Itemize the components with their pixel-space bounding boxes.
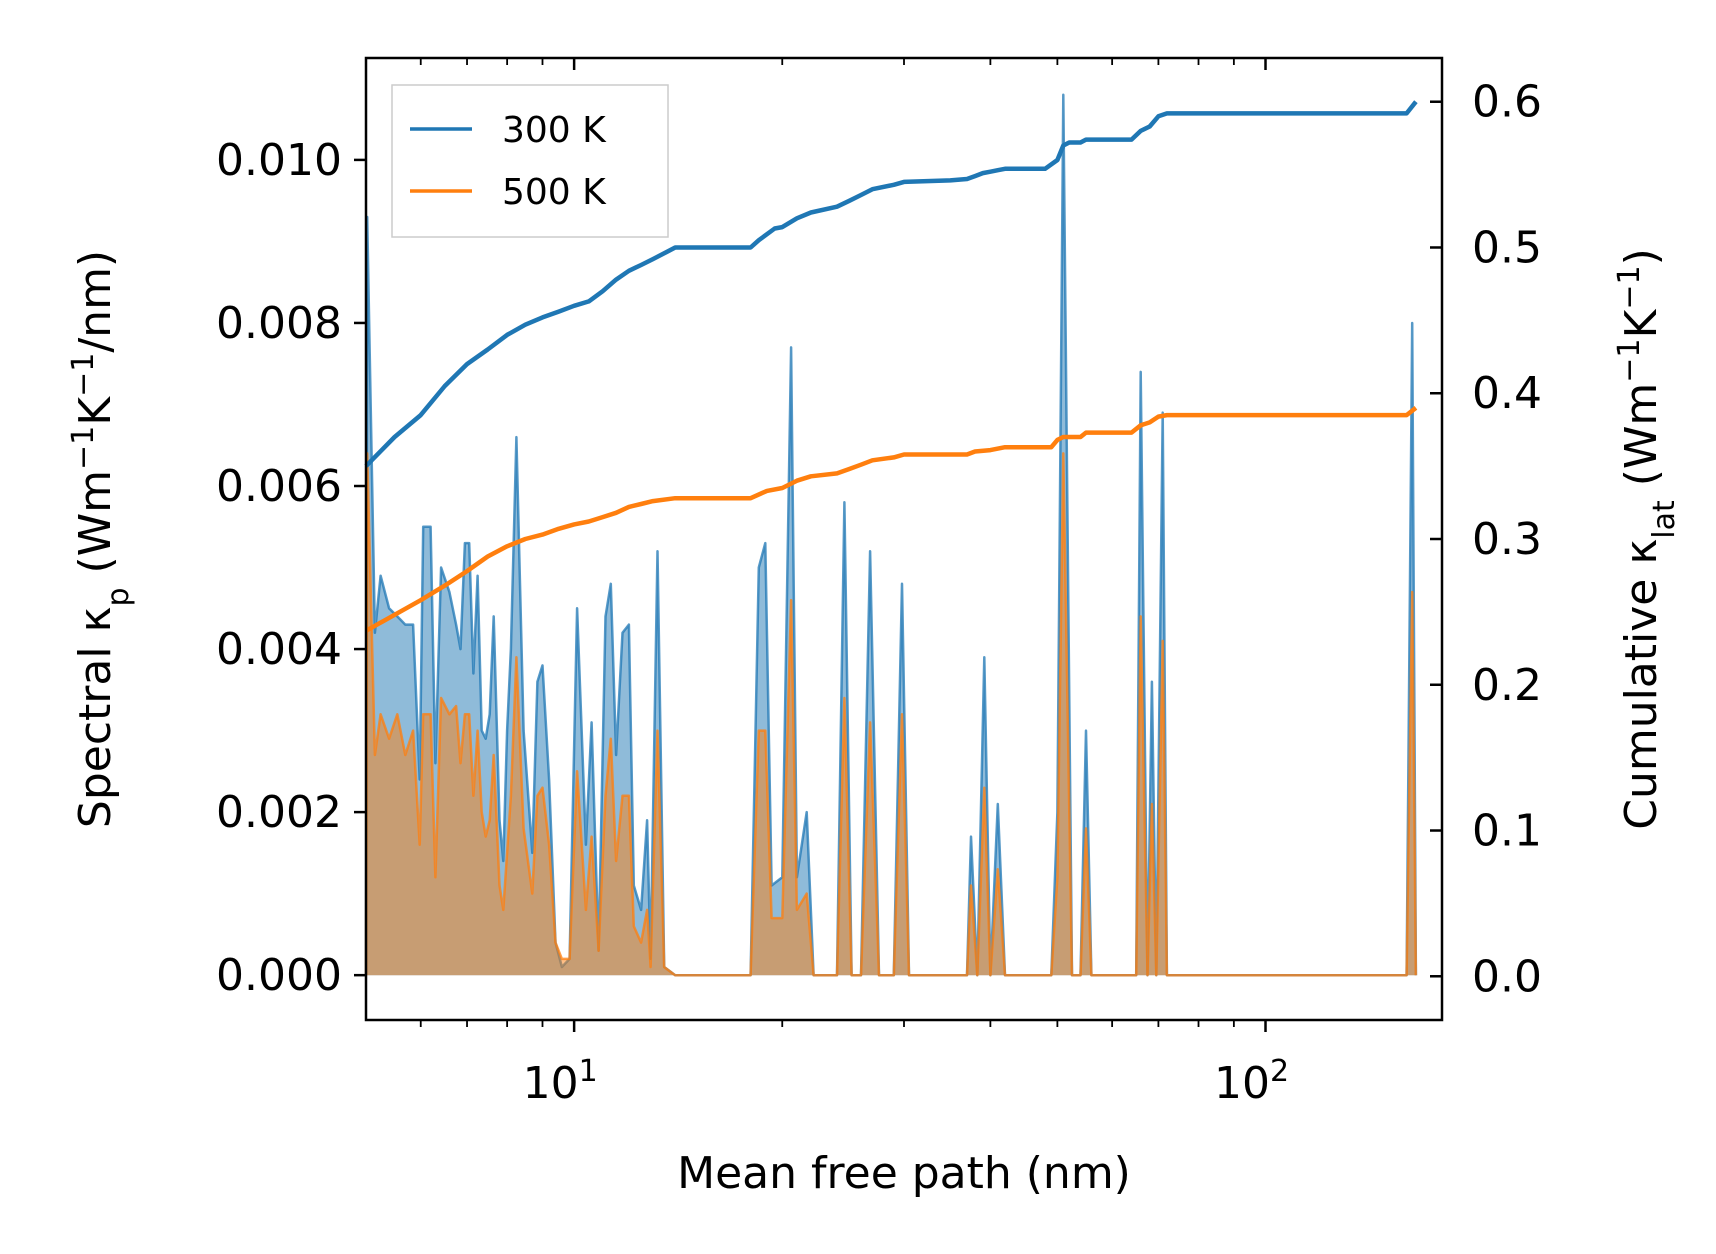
cumulative-line-300k: [364, 100, 1418, 468]
y-axis-label-left: Spectral κp (Wm−1K−1/nm): [66, 250, 136, 828]
spectral-area-500k: [366, 453, 1416, 976]
y-right-tick-label: 0.3: [1472, 514, 1542, 565]
cumulative-line-500k: [364, 406, 1418, 633]
y-right-tick-label: 0.0: [1472, 951, 1542, 1002]
y-right-tick-label: 0.5: [1472, 222, 1542, 273]
legend: 300 K 500 K: [391, 84, 669, 238]
y-left-tick-label: 0.010: [216, 135, 342, 186]
y-left-tick-label: 0.008: [216, 298, 342, 349]
y-left-tick-label: 0.000: [216, 950, 342, 1001]
tick-labels: 0.000 0.002 0.004 0.006 0.008 0.010 0.0 0.1 0.2 0…: [216, 77, 1542, 1109]
spectral-line-500k: [364, 452, 1418, 977]
spectral-line-300k: [364, 93, 1418, 977]
legend-label-300k: 300 K: [502, 110, 607, 151]
y-right-tick-label: 0.2: [1472, 660, 1542, 711]
y-axis-label-right: Cumulative κlat (Wm−1K−1): [1612, 248, 1682, 830]
y-right-tick-label: 0.4: [1472, 368, 1542, 419]
axis-ticks: [354, 58, 1442, 1032]
y-right-tick-label: 0.1: [1472, 806, 1542, 857]
y-left-tick-label: 0.002: [216, 787, 342, 838]
y-left-tick-label: 0.004: [216, 624, 342, 675]
legend-box: [391, 84, 669, 238]
spectral-area-300k: [366, 94, 1416, 976]
x-tick-label: 101: [523, 1054, 598, 1110]
plot-area: [364, 93, 1418, 977]
y-right-tick-label: 0.6: [1472, 77, 1542, 128]
x-tick-label: 102: [1214, 1054, 1289, 1110]
y-left-tick-label: 0.006: [216, 461, 342, 512]
legend-label-500k: 500 K: [502, 172, 607, 213]
x-axis-label: Mean free path (nm): [677, 1148, 1131, 1199]
